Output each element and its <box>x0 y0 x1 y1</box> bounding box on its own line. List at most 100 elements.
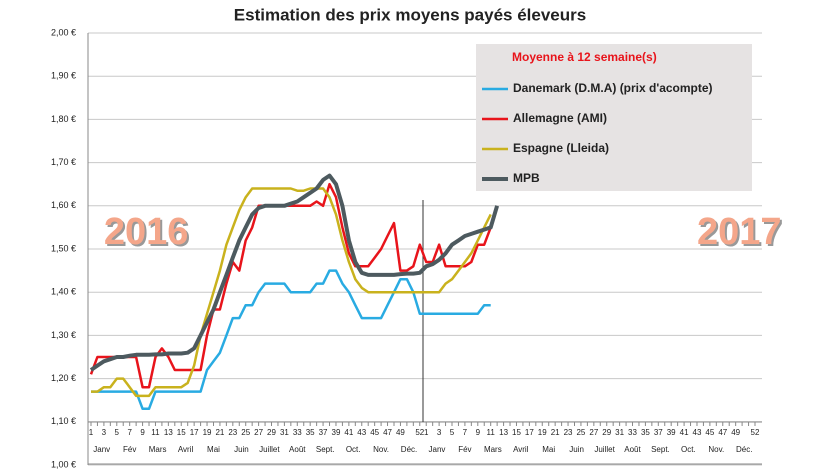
x-tick-label: 39 <box>332 428 341 437</box>
x-tick-label: 45 <box>705 428 714 437</box>
y-tick-label: 1,00 € <box>51 459 76 469</box>
y-tick-label: 2,00 € <box>51 27 76 37</box>
month-label: Oct. <box>346 445 361 454</box>
year-shadow: 2017 <box>699 213 784 255</box>
legend-label: Espagne (Lleida) <box>513 141 609 155</box>
month-label: Juillet <box>259 445 280 454</box>
y-tick-label: 1,90 € <box>51 71 76 81</box>
legend-label: Danemark (D.M.A) (prix d'acompte) <box>513 81 713 95</box>
month-label: Juin <box>569 445 584 454</box>
x-tick-label: 41 <box>680 428 689 437</box>
month-label: Mars <box>484 445 502 454</box>
x-tick-label: 27 <box>254 428 263 437</box>
x-tick-label: 15 <box>512 428 521 437</box>
x-tick-label: 35 <box>641 428 650 437</box>
x-tick-label: 39 <box>667 428 676 437</box>
x-tick-label: 49 <box>731 428 740 437</box>
x-tick-label: 17 <box>190 428 199 437</box>
y-tick-label: 1,60 € <box>51 200 76 210</box>
year-shadow: 2016 <box>106 213 191 255</box>
month-label: Juillet <box>594 445 615 454</box>
series-line <box>91 187 492 398</box>
x-tick-label: 19 <box>538 428 547 437</box>
month-label: Nov. <box>708 445 724 454</box>
x-tick-label: 29 <box>602 428 611 437</box>
x-tick-label: 15 <box>177 428 186 437</box>
x-tick-label: 43 <box>693 428 702 437</box>
month-label: Avril <box>178 445 194 454</box>
x-tick-label: 43 <box>357 428 366 437</box>
month-label: Sept. <box>651 445 670 454</box>
x-tick-label: 25 <box>241 428 250 437</box>
month-label: Juin <box>234 445 249 454</box>
legend-box <box>476 44 752 191</box>
x-tick-label: 23 <box>228 428 237 437</box>
legend-label: MPB <box>513 171 540 185</box>
month-label: Août <box>624 445 641 454</box>
x-tick-label: 19 <box>203 428 212 437</box>
x-tick-label: 29 <box>267 428 276 437</box>
month-label: Août <box>289 445 306 454</box>
legend-label: Allemagne (AMI) <box>513 111 607 125</box>
x-tick-label: 11 <box>487 428 496 437</box>
x-tick-label: 52 <box>751 428 760 437</box>
chart-title: Estimation des prix moyens payés éleveur… <box>234 5 586 24</box>
x-tick-label: 13 <box>164 428 173 437</box>
x-tick-label: 5 <box>450 428 455 437</box>
month-label: Déc. <box>401 445 417 454</box>
x-tick-label: 33 <box>628 428 637 437</box>
x-tick-label: 31 <box>280 428 289 437</box>
month-label: Janv <box>429 445 446 454</box>
month-label: Fév <box>123 445 136 454</box>
month-label: Mai <box>542 445 555 454</box>
series-line <box>91 269 491 411</box>
month-label: Sept. <box>316 445 335 454</box>
x-tick-label: 49 <box>396 428 405 437</box>
x-tick-label: 11 <box>151 428 160 437</box>
x-tick-label: 47 <box>718 428 727 437</box>
y-tick-label: 1,10 € <box>51 416 76 426</box>
y-tick-label: 1,40 € <box>51 287 76 297</box>
month-label: Déc. <box>736 445 752 454</box>
x-tick-label: 37 <box>654 428 663 437</box>
x-tick-label: 41 <box>344 428 353 437</box>
x-tick-label: 21 <box>215 428 224 437</box>
x-tick-label: 37 <box>319 428 328 437</box>
x-tick-label: 9 <box>476 428 481 437</box>
legend-title: Moyenne à 12 semaine(s) <box>512 50 657 64</box>
x-tick-label: 17 <box>525 428 534 437</box>
y-tick-label: 1,80 € <box>51 114 76 124</box>
x-tick-label: 47 <box>383 428 392 437</box>
y-tick-label: 1,50 € <box>51 243 76 253</box>
x-tick-label: 33 <box>293 428 302 437</box>
x-tick-label: 13 <box>499 428 508 437</box>
x-tick-label: 23 <box>564 428 573 437</box>
month-label: Avril <box>513 445 529 454</box>
y-tick-label: 1,20 € <box>51 373 76 383</box>
month-label: Mai <box>207 445 220 454</box>
year-annotation: 2016 <box>104 211 189 253</box>
month-label: Janv <box>93 445 110 454</box>
month-label: Mars <box>149 445 167 454</box>
month-label: Oct. <box>681 445 696 454</box>
x-tick-label: 3 <box>102 428 107 437</box>
y-tick-label: 1,70 € <box>51 157 76 167</box>
x-tick-label: 31 <box>615 428 624 437</box>
month-label: Nov. <box>373 445 389 454</box>
x-tick-label: 5 <box>115 428 120 437</box>
x-tick-label: 21 <box>551 428 560 437</box>
x-tick-label: 1 <box>424 428 429 437</box>
x-tick-label: 7 <box>463 428 468 437</box>
x-tick-label: 9 <box>140 428 145 437</box>
x-tick-label: 45 <box>370 428 379 437</box>
series-line <box>89 173 500 372</box>
year-annotation: 2017 <box>697 211 782 253</box>
x-tick-label: 52 <box>415 428 424 437</box>
x-tick-label: 7 <box>127 428 132 437</box>
x-tick-label: 27 <box>589 428 598 437</box>
x-tick-label: 35 <box>306 428 315 437</box>
x-tick-label: 3 <box>437 428 442 437</box>
y-tick-label: 1,30 € <box>51 330 76 340</box>
x-tick-label: 25 <box>576 428 585 437</box>
